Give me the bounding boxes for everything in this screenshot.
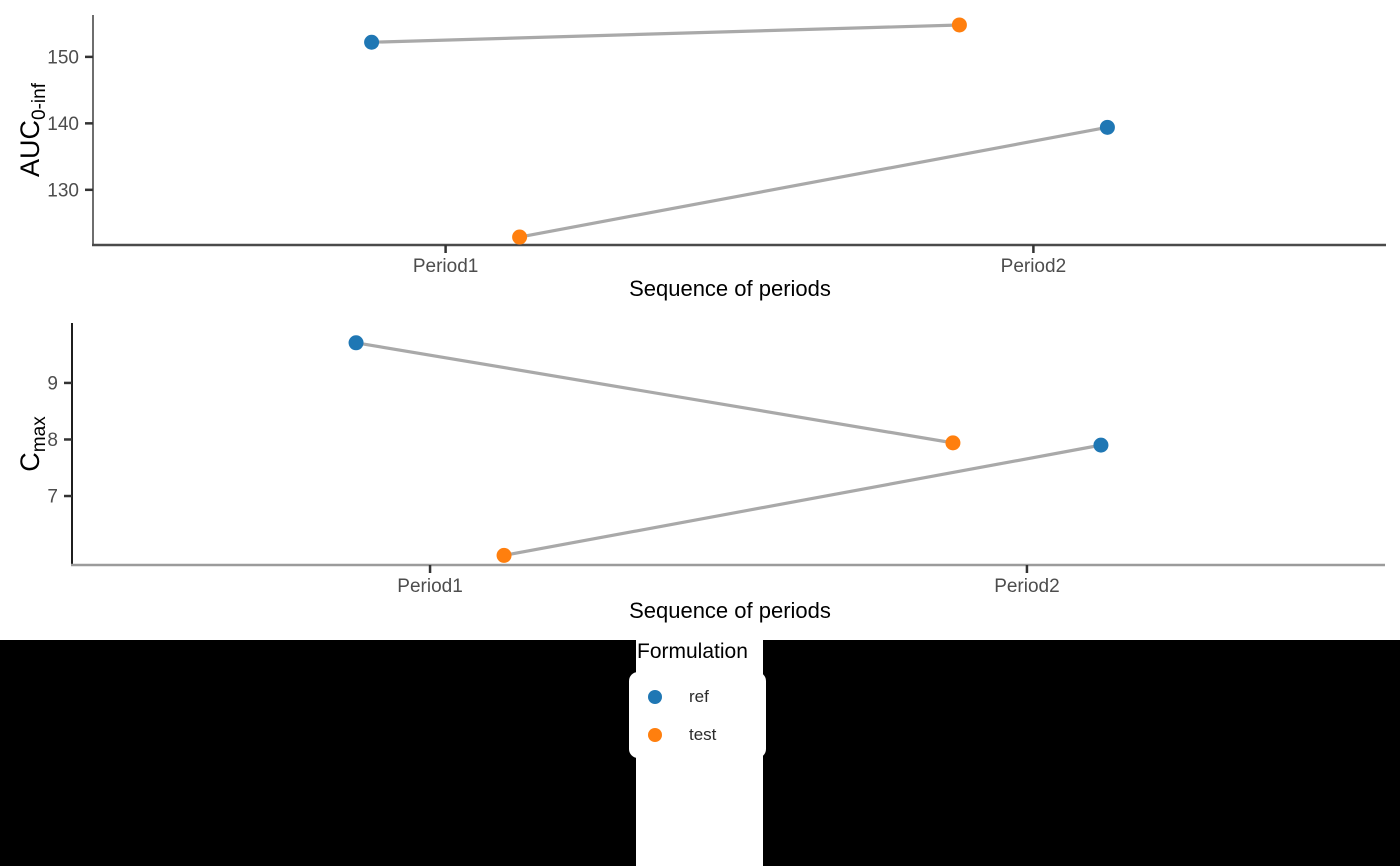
- data-point-ref: [1093, 437, 1109, 453]
- y-tick-label: 9: [47, 373, 58, 394]
- data-point-ref: [348, 335, 364, 351]
- legend-key-ref-icon: [648, 690, 662, 704]
- legend-label-ref: ref: [689, 687, 709, 706]
- auc-y-axis-title: AUC0-inf: [13, 10, 50, 250]
- x-tick-label: Period2: [994, 576, 1060, 597]
- y-tick-label: 140: [47, 114, 79, 135]
- panel-cmax: 7 8 9 Period1 Period2: [47, 323, 1385, 597]
- y-tick-label: 130: [47, 180, 79, 201]
- auc-y-axis-title-base: AUC: [15, 119, 45, 177]
- subject-line: [355, 341, 954, 445]
- cmax-y-axis-title-base: C: [15, 452, 45, 472]
- legend-entry-test: test: [629, 716, 766, 754]
- auc-x-axis-title: Sequence of periods: [629, 276, 831, 301]
- legend-entry-ref: ref: [629, 678, 766, 716]
- cmax-y-axis-title-subscript: max: [29, 416, 50, 453]
- dual-panel-plot: 130 140 150 Period1 Period2 7 8 9 Period1 Period2: [47, 15, 1386, 597]
- x-tick-label: Period1: [413, 256, 479, 277]
- y-tick-label: 8: [47, 430, 58, 451]
- data-point-ref: [364, 34, 380, 50]
- auc-y-axis-title-subscript: 0-inf: [29, 83, 50, 120]
- subject-line: [503, 443, 1102, 557]
- y-tick-label: 150: [47, 47, 79, 68]
- legend-label-test: test: [689, 725, 717, 744]
- data-point-ref: [1099, 119, 1115, 135]
- data-point-test: [945, 435, 961, 451]
- data-point-test: [496, 547, 512, 563]
- cmax-x-axis-title: Sequence of periods: [629, 598, 831, 623]
- data-point-test: [951, 17, 967, 33]
- data-point-test: [512, 229, 528, 245]
- legend-title: Formulation: [637, 640, 748, 663]
- cmax-y-axis-title: Cmax: [13, 324, 50, 564]
- subject-line: [371, 23, 960, 44]
- x-tick-label: Period1: [397, 576, 463, 597]
- legend-key-test-icon: [648, 728, 662, 742]
- subject-line: [519, 125, 1108, 239]
- x-tick-label: Period2: [1001, 256, 1067, 277]
- y-tick-label: 7: [47, 487, 58, 508]
- panel-auc: 130 140 150 Period1 Period2: [47, 15, 1386, 277]
- legend-box: ref test: [629, 672, 766, 758]
